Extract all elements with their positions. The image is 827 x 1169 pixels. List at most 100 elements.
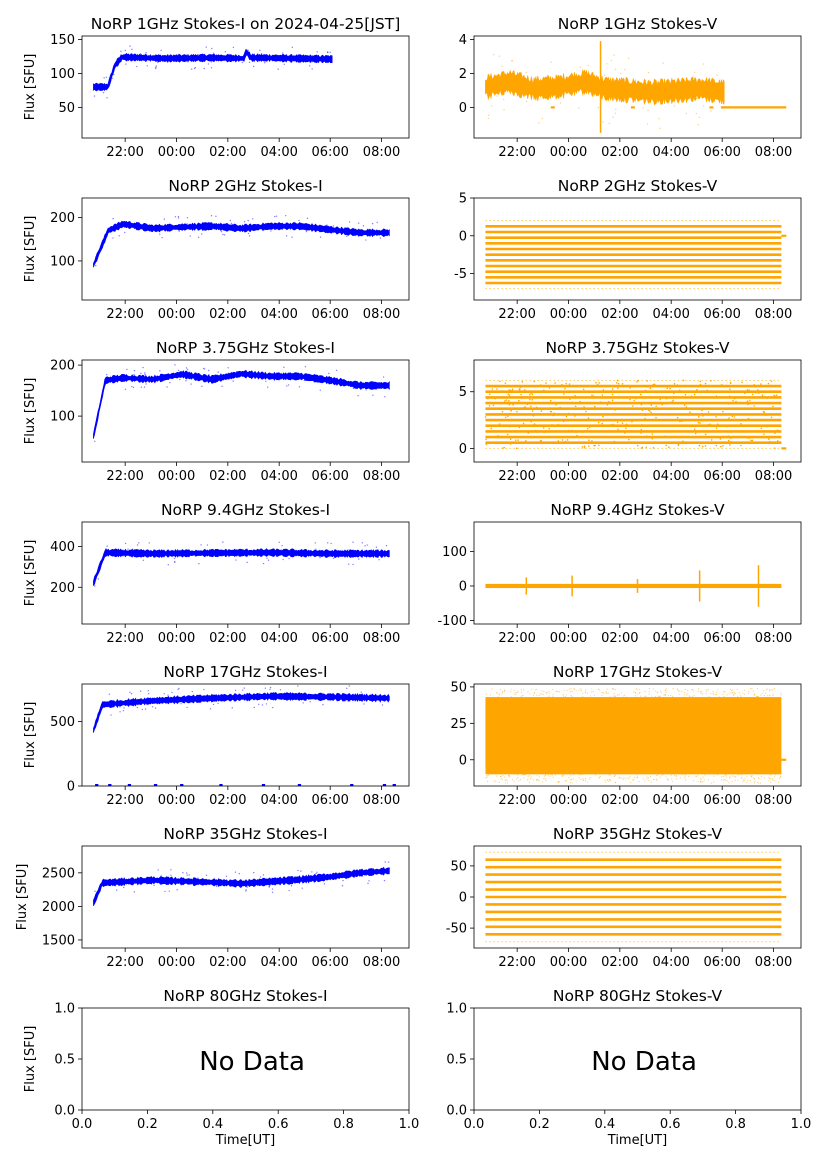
outlier-point xyxy=(654,695,657,698)
outlier-point xyxy=(766,688,768,690)
fill-point xyxy=(776,429,779,431)
x-tick-label: 06:00 xyxy=(311,631,348,646)
outlier-point xyxy=(174,216,177,218)
outlier-point xyxy=(571,695,573,697)
outlier-point xyxy=(180,702,182,705)
fill-point xyxy=(611,399,614,402)
outlier-point xyxy=(503,98,505,101)
panel-title: NoRP 80GHz Stokes-V xyxy=(553,987,723,1005)
outlier-point xyxy=(517,691,519,693)
fill-point xyxy=(567,429,570,432)
outlier-point xyxy=(247,232,250,235)
outlier-point xyxy=(608,780,610,782)
outlier-point xyxy=(146,700,149,702)
panel-11: NoRP 35GHz Stokes-V 22:00 00:00 02:00 04:00 0… xyxy=(446,825,802,970)
outlier-point xyxy=(778,777,780,780)
fill-point xyxy=(749,399,751,402)
outlier-point xyxy=(232,380,234,382)
data-layer xyxy=(485,687,787,784)
x-tick-label: 00:00 xyxy=(550,145,587,160)
outlier-point xyxy=(677,690,680,692)
outlier-point xyxy=(348,685,351,687)
outlier-point xyxy=(660,83,662,86)
outlier-point xyxy=(213,52,215,54)
outlier-point xyxy=(622,778,624,780)
outlier-point xyxy=(700,690,702,692)
outlier-point xyxy=(182,871,184,874)
y-tick-label: 500 xyxy=(50,715,75,730)
outlier-point xyxy=(751,688,753,690)
outlier-point xyxy=(729,776,731,778)
outlier-point xyxy=(763,694,766,697)
fill-point xyxy=(534,429,537,432)
outlier-point xyxy=(747,779,749,781)
outlier-point xyxy=(659,776,661,778)
outlier-point xyxy=(547,774,549,776)
outlier-point xyxy=(536,775,538,777)
outlier-point xyxy=(611,688,613,690)
outlier-point xyxy=(612,83,615,86)
outlier-point xyxy=(604,780,606,782)
fill-point xyxy=(699,422,701,424)
outlier-point xyxy=(650,781,652,783)
outlier-point xyxy=(170,869,172,871)
fill-point xyxy=(763,433,765,435)
outlier-point xyxy=(263,228,266,231)
outlier-point xyxy=(511,60,513,62)
x-tick-label: 02:00 xyxy=(601,307,638,322)
outlier-point xyxy=(658,117,660,120)
panel-4: NoRP 3.75GHz Stokes-I 22:00 00:00 02:00 04:0… xyxy=(23,339,410,484)
outlier-point xyxy=(149,880,151,883)
outlier-point xyxy=(94,585,96,587)
outlier-point xyxy=(224,51,226,53)
fill-point xyxy=(509,443,512,445)
outlier-point xyxy=(314,60,316,62)
outlier-point xyxy=(769,695,771,697)
fill-point xyxy=(666,387,668,390)
outlier-point xyxy=(752,690,754,692)
outlier-point xyxy=(722,693,724,696)
outlier-point xyxy=(772,693,774,695)
outlier-point xyxy=(190,68,193,70)
outlier-point xyxy=(168,551,171,554)
outlier-point xyxy=(151,228,154,231)
outlier-point xyxy=(300,880,303,882)
fill-point xyxy=(621,382,624,385)
outlier-point xyxy=(136,544,139,546)
outlier-point xyxy=(695,97,698,100)
fill-point xyxy=(509,389,512,392)
outlier-point xyxy=(189,235,192,237)
outlier-point xyxy=(549,692,551,694)
x-tick-label: 1.0 xyxy=(399,1117,420,1132)
outlier-point xyxy=(738,691,740,694)
fill-point xyxy=(508,389,511,391)
fill-point xyxy=(626,390,629,393)
outlier-point xyxy=(246,886,248,888)
fill-point xyxy=(636,444,639,447)
outlier-point xyxy=(582,692,584,694)
outlier-point xyxy=(122,886,125,889)
outlier-point xyxy=(128,880,131,883)
outlier-point xyxy=(379,701,381,703)
outlier-point xyxy=(578,774,580,776)
fill-point xyxy=(728,395,731,398)
outlier-point xyxy=(645,79,647,82)
outlier-point xyxy=(514,693,516,695)
fill-point xyxy=(485,443,488,445)
y-tick-label: 100 xyxy=(50,410,75,425)
outlier-point xyxy=(563,689,565,691)
outlier-point xyxy=(146,555,148,557)
outlier-point xyxy=(140,386,143,388)
fill-point xyxy=(715,395,718,397)
outlier-point xyxy=(133,373,135,376)
outlier-point xyxy=(602,121,604,123)
outlier-point xyxy=(587,64,589,67)
outlier-point xyxy=(779,776,782,778)
y-tick-label: 0 xyxy=(459,891,467,906)
outlier-point xyxy=(493,780,496,782)
fill-point xyxy=(699,383,702,386)
outlier-point xyxy=(508,776,510,778)
panel-title: NoRP 1GHz Stokes-I on 2024-04-25[JST] xyxy=(91,15,401,33)
fill-point xyxy=(636,381,638,383)
outlier-point xyxy=(304,366,307,368)
